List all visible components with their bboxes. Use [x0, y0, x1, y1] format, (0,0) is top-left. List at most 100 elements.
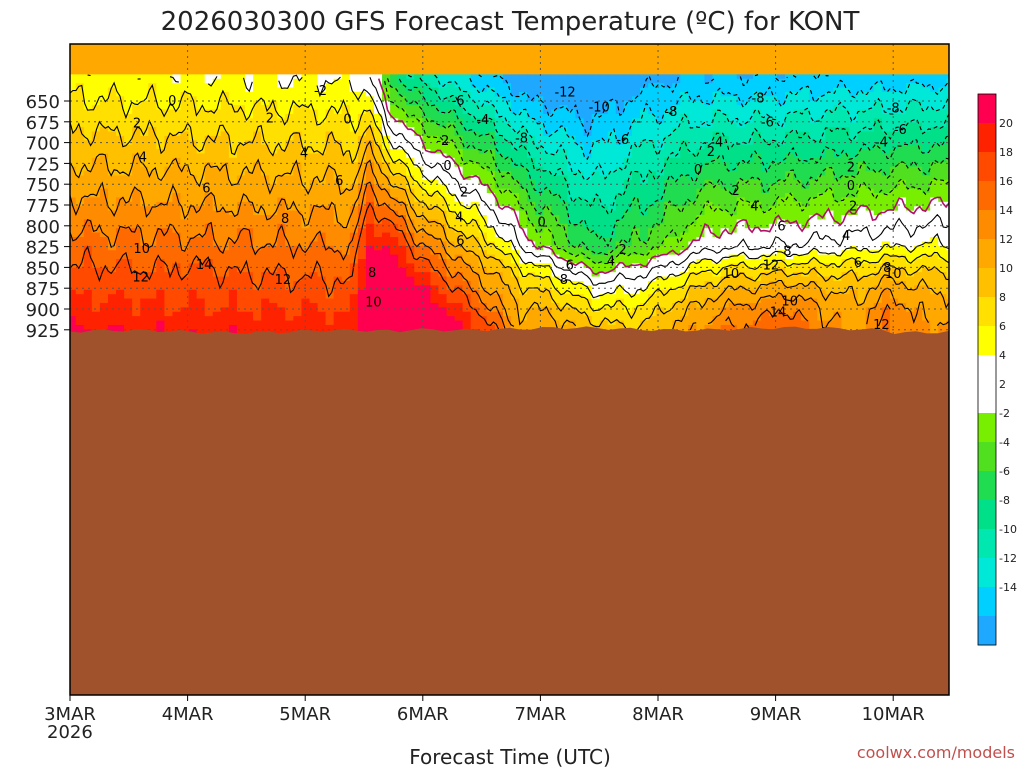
band-cell	[527, 91, 536, 97]
band-cell	[591, 113, 601, 119]
band-cell	[220, 259, 230, 264]
band-cell	[148, 113, 157, 119]
band-cell	[228, 201, 238, 207]
band-cell	[341, 223, 351, 229]
band-cell	[309, 91, 319, 97]
band-cell	[841, 175, 851, 181]
band-cell	[446, 118, 456, 124]
band-cell	[333, 184, 343, 190]
band-cell	[623, 232, 633, 238]
band-cell	[559, 179, 569, 185]
band-cell	[398, 105, 407, 111]
band-cell	[865, 254, 875, 260]
band-cell	[365, 267, 375, 273]
band-cell	[91, 206, 101, 212]
band-cell	[914, 188, 923, 194]
band-cell	[631, 100, 641, 106]
band-cell	[583, 153, 593, 159]
band-cell	[543, 237, 552, 243]
band-cell	[736, 96, 746, 102]
band-cell	[438, 135, 448, 141]
band-cell	[430, 113, 440, 119]
band-cell	[599, 259, 609, 264]
band-cell	[889, 149, 899, 155]
band-cell	[623, 267, 633, 273]
band-cell	[349, 171, 359, 177]
band-cell	[752, 241, 762, 247]
band-cell	[785, 241, 794, 247]
band-cell	[881, 91, 891, 97]
band-cell	[905, 135, 915, 141]
band-cell	[269, 228, 278, 234]
band-cell	[236, 206, 246, 212]
band-cell	[752, 206, 762, 212]
band-cell	[607, 259, 617, 264]
band-cell	[575, 91, 585, 97]
band-cell	[728, 175, 738, 181]
band-cell	[914, 162, 923, 168]
band-cell	[220, 201, 230, 207]
band-cell	[75, 78, 85, 84]
band-cell	[801, 149, 810, 155]
band-cell	[269, 171, 278, 177]
band-cell	[672, 109, 681, 115]
band-cell	[382, 206, 391, 212]
band-cell	[623, 245, 633, 251]
band-cell	[583, 166, 593, 172]
band-cell	[873, 131, 883, 137]
band-cell	[188, 131, 198, 137]
band-cell	[527, 254, 536, 260]
band-cell	[599, 193, 609, 199]
band-cell	[116, 113, 125, 119]
band-cell	[140, 91, 149, 97]
band-cell	[494, 232, 504, 238]
band-cell	[446, 135, 456, 141]
band-cell	[365, 223, 375, 229]
band-cell	[430, 144, 440, 150]
band-cell	[728, 201, 738, 207]
band-cell	[357, 184, 367, 190]
band-cell	[124, 201, 133, 207]
band-cell	[236, 78, 246, 84]
band-cell	[180, 263, 190, 269]
band-cell	[454, 237, 464, 243]
band-cell	[212, 96, 222, 102]
band-cell	[744, 118, 754, 124]
band-cell	[744, 197, 754, 203]
band-cell	[293, 118, 303, 124]
band-cell	[946, 193, 949, 199]
band-cell	[172, 166, 182, 172]
band-cell	[696, 267, 706, 273]
band-cell	[365, 206, 375, 212]
band-cell	[83, 122, 93, 128]
band-cell	[502, 237, 512, 243]
band-cell	[567, 193, 577, 199]
band-cell	[124, 74, 133, 80]
band-cell	[720, 232, 730, 238]
band-cell	[680, 149, 689, 155]
band-cell	[559, 215, 569, 221]
band-cell	[720, 83, 730, 89]
band-cell	[930, 96, 939, 102]
band-cell	[196, 188, 206, 194]
band-cell	[511, 188, 520, 194]
band-cell	[140, 87, 149, 93]
band-cell	[124, 171, 133, 177]
band-cell	[269, 149, 278, 155]
band-cell	[188, 109, 198, 115]
band-cell	[623, 109, 633, 115]
band-cell	[704, 184, 714, 190]
band-cell	[494, 188, 504, 194]
band-cell	[494, 83, 504, 89]
band-cell	[438, 74, 448, 80]
band-cell	[639, 100, 649, 106]
band-cell	[688, 175, 697, 181]
band-cell	[116, 237, 125, 243]
band-cell	[70, 219, 77, 225]
band-cell	[559, 96, 569, 102]
band-cell	[881, 78, 891, 84]
band-cell	[172, 83, 182, 89]
band-cell	[599, 228, 609, 234]
band-cell	[269, 135, 278, 141]
band-cell	[704, 254, 714, 260]
